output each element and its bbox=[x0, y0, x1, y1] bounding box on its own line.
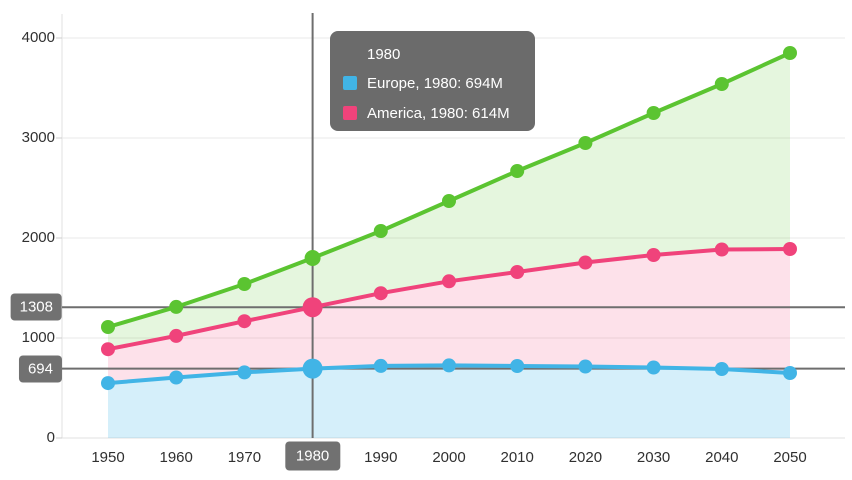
america-point[interactable] bbox=[101, 342, 115, 357]
series-america bbox=[101, 242, 797, 357]
x-axis-label-2050: 2050 bbox=[773, 449, 807, 466]
x-axis-label-2020: 2020 bbox=[568, 449, 603, 466]
y-axis-label-2000: 2000 bbox=[21, 229, 55, 246]
x-axis-label-2010: 2010 bbox=[500, 449, 534, 466]
europe-point[interactable] bbox=[442, 358, 456, 373]
europe-point[interactable] bbox=[237, 365, 252, 380]
crosshair-x-badge-1980: 1980 bbox=[284, 441, 341, 471]
america-swatch-icon bbox=[343, 106, 357, 120]
green-point[interactable] bbox=[510, 164, 525, 178]
europe-point[interactable] bbox=[373, 358, 388, 373]
crosshair-y-badge-694: 694 bbox=[18, 355, 62, 383]
europe-point[interactable] bbox=[510, 359, 525, 373]
series-green bbox=[101, 46, 797, 334]
x-axis-label-1960: 1960 bbox=[159, 449, 193, 466]
tooltip-row-america: America, 1980: 614M bbox=[343, 98, 535, 128]
area-fill-europe bbox=[108, 365, 790, 438]
x-axis-label-1950: 1950 bbox=[91, 449, 125, 466]
america-point[interactable] bbox=[578, 255, 593, 270]
green-point[interactable] bbox=[714, 77, 729, 91]
chart-tooltip: 1980 Europe, 1980: 694M America, 1980: 6… bbox=[330, 31, 535, 131]
x-axis-label-1970: 1970 bbox=[227, 449, 262, 466]
europe-point[interactable] bbox=[169, 370, 184, 385]
y-axis-label-4000: 4000 bbox=[21, 29, 55, 46]
crosshair-y-badge-1308: 1308 bbox=[10, 293, 62, 321]
green-point[interactable] bbox=[237, 277, 252, 291]
green-point[interactable] bbox=[442, 194, 456, 208]
tooltip-row-europe-label: Europe, 1980: 694M bbox=[367, 74, 503, 92]
x-axis-label-2000: 2000 bbox=[432, 449, 466, 466]
america-point[interactable] bbox=[302, 297, 323, 318]
europe-point[interactable] bbox=[646, 360, 661, 375]
green-point[interactable] bbox=[169, 299, 184, 314]
america-point[interactable] bbox=[510, 265, 525, 279]
europe-point[interactable] bbox=[783, 366, 797, 380]
america-point[interactable] bbox=[714, 242, 729, 257]
europe-point[interactable] bbox=[101, 376, 115, 391]
tooltip-title: 1980 bbox=[367, 46, 401, 63]
y-axis-label-1000: 1000 bbox=[21, 329, 55, 346]
america-point[interactable] bbox=[783, 242, 797, 256]
tooltip-row-america-label: America, 1980: 614M bbox=[367, 104, 510, 122]
x-axis-label-2030: 2030 bbox=[636, 449, 671, 466]
america-point[interactable] bbox=[373, 286, 388, 301]
y-axis-label-0: 0 bbox=[46, 429, 55, 446]
europe-point[interactable] bbox=[302, 358, 323, 379]
green-point[interactable] bbox=[373, 224, 388, 238]
y-axis-label-3000: 3000 bbox=[21, 129, 55, 146]
america-point[interactable] bbox=[237, 314, 252, 329]
europe-swatch-icon bbox=[343, 76, 357, 90]
area-fill-america bbox=[108, 249, 790, 384]
europe-point[interactable] bbox=[714, 362, 729, 376]
america-point[interactable] bbox=[442, 274, 456, 289]
green-point[interactable] bbox=[646, 106, 661, 120]
america-point[interactable] bbox=[169, 328, 184, 343]
x-axis-label-1990: 1990 bbox=[364, 449, 398, 466]
x-axis-label-2040: 2040 bbox=[705, 449, 739, 466]
america-point[interactable] bbox=[646, 248, 661, 262]
europe-point[interactable] bbox=[578, 359, 593, 374]
green-point[interactable] bbox=[304, 250, 321, 266]
tooltip-row-europe: Europe, 1980: 694M bbox=[343, 68, 535, 98]
green-point[interactable] bbox=[101, 320, 115, 334]
green-point[interactable] bbox=[783, 46, 797, 60]
green-point[interactable] bbox=[578, 136, 593, 150]
series-europe bbox=[101, 358, 797, 391]
